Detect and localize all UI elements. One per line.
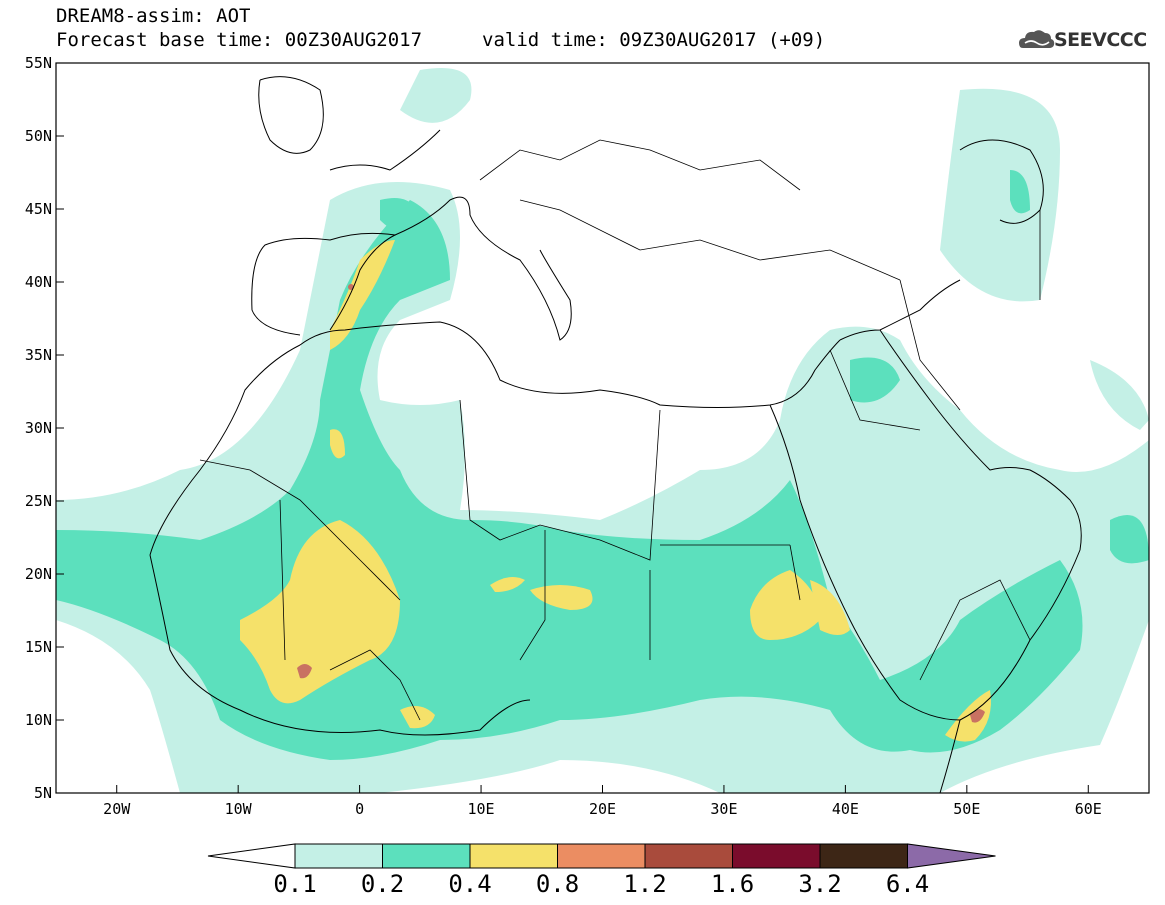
lon-label: 40E — [831, 800, 859, 818]
forecast-base-time: Forecast base time: 00Z30AUG2017 — [56, 29, 423, 51]
coastlines — [149, 76, 1082, 793]
colorbar-label: 6.4 — [885, 870, 930, 898]
colorbar-label: 0.8 — [535, 870, 580, 898]
lon-label: 20E — [588, 800, 617, 818]
country-borders — [199, 139, 1041, 721]
lon-label: 20W — [103, 800, 131, 818]
lat-label: 5N — [33, 784, 52, 802]
colorbar-label: 1.6 — [710, 870, 755, 898]
lat-label: 55N — [24, 54, 52, 72]
lon-label: 0 — [355, 800, 365, 818]
valid-time: valid time: 09Z30AUG2017 (+09) — [482, 29, 826, 51]
lat-label: 35N — [24, 346, 52, 364]
lon-label: 30E — [710, 800, 738, 818]
aot-level-0.8 — [297, 284, 985, 723]
lat-label: 40N — [24, 273, 52, 291]
aot-field — [56, 68, 1149, 793]
lon-label: 10W — [224, 800, 252, 818]
lat-label: 10N — [24, 711, 52, 729]
map-title: DREAM8-assim: AOT — [56, 5, 251, 27]
colorbar-label: 3.2 — [798, 870, 842, 898]
lon-label: 60E — [1074, 800, 1102, 818]
colorbar-label: 0.1 — [273, 870, 317, 898]
colorbar-label: 0.4 — [448, 870, 492, 898]
axis-ticks — [56, 62, 1089, 794]
lat-label: 15N — [24, 638, 52, 656]
lat-label: 45N — [24, 200, 52, 218]
lat-label: 20N — [24, 565, 52, 583]
lat-label: 30N — [24, 419, 52, 437]
lon-label: 10E — [467, 800, 495, 818]
lat-label: 50N — [24, 127, 52, 145]
lon-label: 50E — [953, 800, 981, 818]
logo-text: SEEVCCC — [1054, 29, 1147, 51]
colorbar-label: 0.2 — [360, 870, 405, 898]
colorbar-label: 1.2 — [623, 870, 667, 898]
cloud-logo-icon — [1019, 30, 1055, 48]
lat-label: 25N — [24, 492, 52, 510]
